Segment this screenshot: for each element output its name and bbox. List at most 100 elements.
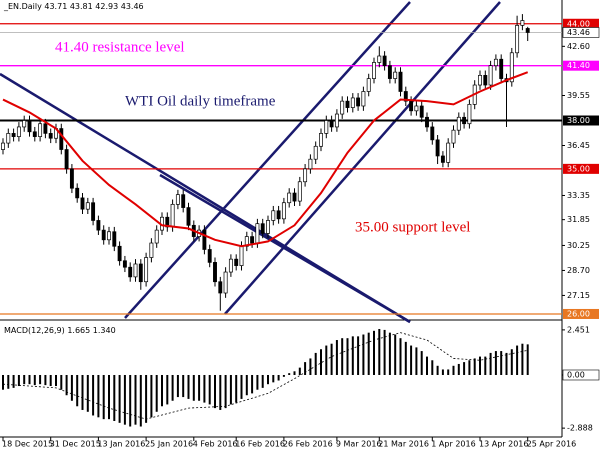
macd-bar [526,344,529,375]
candle-body [297,181,302,202]
zero-box [562,369,600,381]
candle-body [377,55,382,63]
candle-body [324,120,329,134]
x-tick-label: 25 Jan 2016 [145,440,193,449]
x-tick-label: 21 Mar 2016 [378,440,429,449]
candle-body [133,263,138,278]
macd-bar [415,347,418,375]
candle-body [234,258,239,266]
level-box [563,60,599,71]
macd-bar [139,374,142,427]
macd-bar [123,374,126,425]
macd-bar [373,330,375,375]
candle-body [32,131,37,137]
candle-body [255,223,260,244]
candle-body [308,158,313,170]
x-tick-label: 13 Jan 2016 [97,440,145,449]
candle-body [425,116,429,128]
macd-bar [357,336,360,375]
macd-bar [176,374,179,398]
candle-body [515,25,520,54]
macd-bar [378,328,381,375]
candle-body [85,202,90,210]
candle-body [27,120,32,133]
macd-bar [7,374,10,389]
candle-body [467,104,472,125]
candle-body [48,133,53,139]
candle-body [435,139,440,157]
candle-body [266,220,270,234]
candle-body [340,100,345,115]
macd-bar [17,374,20,387]
macd-bar [388,332,391,375]
candle-body [149,242,154,258]
macd-bar [145,374,148,423]
y-tick-label: 33.35 [567,191,590,200]
candle-body [493,58,498,67]
macd-bar [187,374,190,399]
macd-bar [457,363,460,375]
candle-body [319,133,323,147]
macd-bar [118,374,121,423]
macd-bar [335,340,338,375]
level-box [563,18,599,29]
y-tick-label: 28.70 [567,266,590,275]
candle-body [382,55,387,67]
candle-body [361,91,366,107]
macd-bar [161,374,163,407]
annotation: 41.40 resistance level [55,39,185,55]
macd-bar [320,349,322,375]
macd-bar [330,343,333,375]
candle-body [488,65,493,86]
macd-bar [505,352,508,375]
macd-bar [489,352,492,375]
x-tick-label: 16 Feb 2016 [235,440,285,449]
x-tick-label: 25 Apr 2016 [527,440,576,449]
macd-bar [60,374,63,390]
trend-line [224,1,501,315]
level-label: 41.40 [567,61,590,70]
macd-bar [298,367,301,375]
candle-body [223,271,228,294]
macd-bar [293,371,296,375]
macd-bar [484,356,487,375]
macd-bar [251,374,254,394]
current-price-label: 43.46 [567,28,590,37]
macd-bar [198,374,201,401]
macd-bar [224,374,227,409]
candle-body [170,203,175,228]
low-readout: 42.93 [95,2,118,11]
candle-body [112,231,117,247]
close-readout: 43.46 [121,2,144,11]
macd-bar [367,332,370,375]
macd-bar [28,374,31,385]
macd-bar [129,374,132,427]
x-tick-label: 13 Apr 2016 [479,440,528,449]
macd-bar [214,374,216,409]
level-label: 44.00 [567,19,590,28]
signal-line [2,332,528,420]
macd-bar [521,343,524,375]
level-label: 35.00 [567,164,590,173]
candle-body [483,75,488,86]
macd-bar [441,369,444,375]
macd-bar [155,374,158,412]
macd-readout: 1.665 [67,326,90,335]
y-tick-label: 30.25 [567,241,590,250]
macd-bar [235,374,238,403]
candle-body [43,123,48,134]
candle-body [186,207,191,226]
macd-bar [410,345,413,375]
macd-bar [362,334,365,375]
candle-body [75,187,80,199]
candle-body [451,129,456,144]
candle-body [356,97,361,107]
level-box [563,115,599,126]
candle-body [96,220,101,231]
open-readout: 43.71 [44,2,67,11]
macd-bar [166,374,169,405]
macd-bar [192,374,195,401]
macd-bar [113,374,116,421]
candle-body [520,20,525,26]
trend-lines [0,1,501,324]
